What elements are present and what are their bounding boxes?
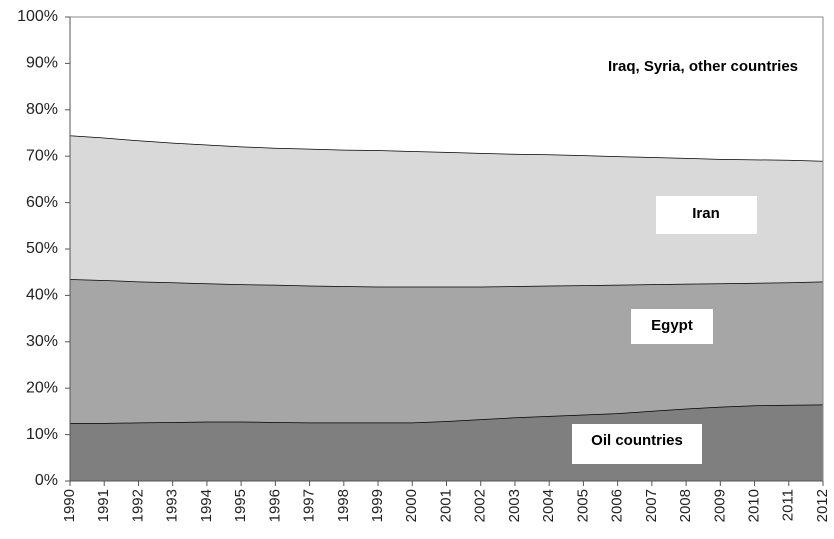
series-label: Iraq, Syria, other countries — [608, 58, 798, 75]
y-tick-label: 30% — [26, 333, 58, 350]
x-tick-label: 2002 — [472, 489, 489, 522]
y-tick-label: 80% — [26, 101, 58, 118]
y-tick-label: 40% — [26, 287, 58, 304]
series-label: Iran — [692, 205, 720, 222]
y-tick-label: 20% — [26, 379, 58, 396]
x-tick-label: 1992 — [129, 489, 146, 522]
x-tick-label: 2011 — [780, 489, 797, 521]
x-tick-label: 1999 — [369, 489, 386, 522]
x-tick-label: 1994 — [198, 489, 215, 522]
x-tick-label: 2010 — [746, 489, 763, 522]
y-tick-label: 60% — [26, 194, 58, 211]
y-tick-label: 100% — [17, 8, 58, 25]
x-tick-label: 1997 — [301, 489, 318, 522]
label-box — [631, 309, 713, 344]
x-tick-label: 1993 — [164, 489, 181, 522]
x-tick-label: 1990 — [61, 489, 78, 522]
y-tick-label: 90% — [26, 55, 58, 72]
x-tick-label: 2007 — [643, 489, 660, 522]
y-tick-label: 70% — [26, 147, 58, 164]
series-label: Egypt — [651, 317, 693, 334]
x-tick-label: 2003 — [506, 489, 523, 522]
label-box — [656, 196, 757, 234]
y-tick-label: 0% — [35, 472, 58, 489]
x-tick-label: 2000 — [403, 489, 420, 522]
label-box — [572, 424, 702, 464]
area — [70, 17, 823, 161]
x-tick-label: 2006 — [609, 489, 626, 522]
x-tick-label: 1998 — [335, 489, 352, 522]
x-tick-label: 1996 — [266, 489, 283, 522]
x-tick-label: 2009 — [711, 489, 728, 522]
y-tick-label: 50% — [26, 240, 58, 257]
x-tick-label: 1991 — [95, 489, 112, 522]
area — [70, 279, 823, 423]
x-tick-label: 2012 — [814, 489, 831, 522]
x-tick-label: 2008 — [677, 489, 694, 522]
series-label: Oil countries — [591, 432, 683, 449]
area — [70, 135, 823, 287]
y-tick-label: 10% — [26, 426, 58, 443]
x-tick-label: 2004 — [540, 489, 557, 522]
x-tick-label: 2001 — [437, 489, 454, 522]
x-tick-label: 2005 — [574, 489, 591, 522]
x-tick-label: 1995 — [232, 489, 249, 522]
